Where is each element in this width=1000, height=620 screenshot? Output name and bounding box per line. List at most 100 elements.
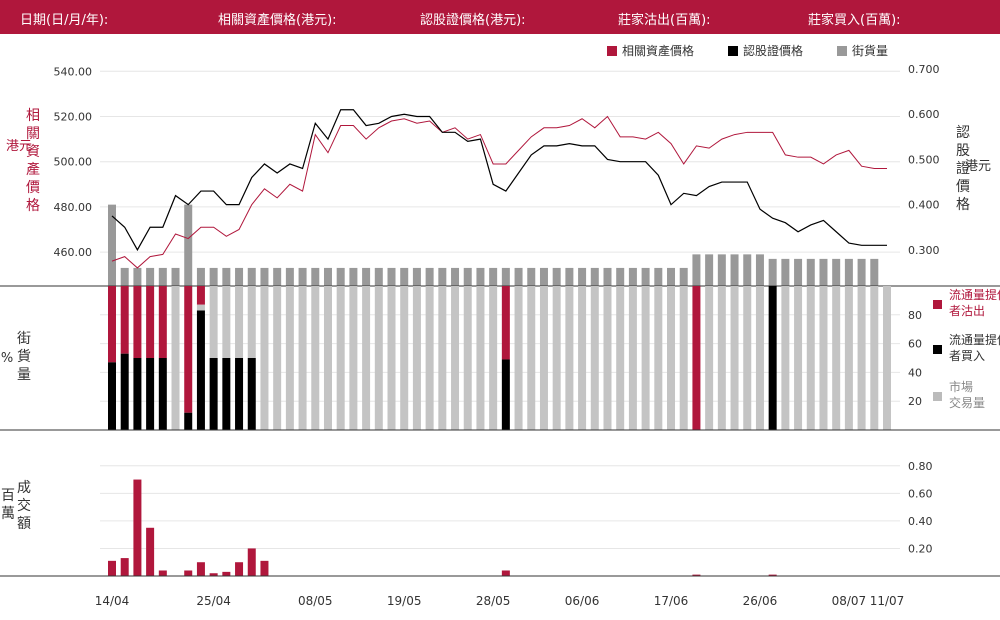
legend-swatch [728, 46, 738, 56]
turnover-bar [235, 562, 244, 576]
percent-legend-swatch [933, 392, 942, 401]
x-tick-label: 26/06 [743, 594, 778, 608]
market-volume-bar [565, 286, 574, 430]
mm-sell-bar [146, 286, 155, 358]
outstanding-bar [196, 267, 205, 286]
legend-outstanding[interactable]: 街貨量 [837, 42, 888, 59]
market-volume-bar [844, 286, 853, 430]
outstanding-bar [235, 267, 244, 286]
outstanding-bar [679, 267, 688, 286]
legend-underlying[interactable]: 相關資產價格 [607, 42, 694, 59]
percent-axis-title: 貨 [17, 348, 31, 365]
turnover-bar [209, 573, 218, 576]
outstanding-bar [641, 267, 650, 286]
mm-sell-bar [184, 286, 193, 413]
market-volume-bar [628, 286, 637, 430]
mm-sell-bar [108, 286, 116, 363]
outstanding-bar [565, 267, 574, 286]
outstanding-bar [844, 258, 853, 286]
outstanding-bar [743, 254, 752, 286]
market-volume-bar [883, 286, 891, 430]
mm-sell-bar [196, 286, 205, 305]
market-volume-bar [285, 286, 294, 430]
mm-buy-bar [108, 362, 116, 430]
mm-sell-bar [501, 286, 510, 360]
right-tick-label: 0.600 [908, 108, 940, 121]
market-volume-bar [654, 286, 663, 430]
turnover-bar [184, 570, 193, 576]
outstanding-bar [412, 267, 421, 286]
x-tick-label: 06/06 [565, 594, 600, 608]
turnover-tick-label: 0.80 [908, 460, 933, 473]
outstanding-bar [362, 267, 371, 286]
market-volume-bar [374, 286, 383, 430]
outstanding-bar [654, 267, 663, 286]
x-tick-label: 08/05 [298, 594, 333, 608]
outstanding-bar [527, 267, 536, 286]
left-axis-title: 相 [26, 108, 40, 124]
percent-legend-label: 流通量提供 [949, 287, 1000, 302]
turnover-bar [768, 574, 777, 576]
percent-legend-label: 流通量提供 [949, 332, 1000, 347]
x-tick-label: 28/05 [476, 594, 511, 608]
left-tick-label: 520.00 [54, 111, 93, 124]
mm-sell-label: 莊家沽出(百萬): [618, 13, 711, 28]
outstanding-bar [336, 267, 345, 286]
outstanding-bar [539, 267, 548, 286]
market-volume-bar [578, 286, 587, 430]
turnover-tick-label: 0.60 [908, 487, 933, 500]
x-tick-label: 17/06 [654, 594, 689, 608]
market-volume-bar [641, 286, 650, 430]
outstanding-bar [590, 267, 599, 286]
outstanding-bar [146, 267, 155, 286]
outstanding-bar [222, 267, 231, 286]
left-axis-unit: 港元 [6, 139, 32, 154]
percent-legend-label: 交易量 [949, 395, 985, 410]
header-bar: 日期(日/月/年): 相關資產價格(港元): 認股證價格(港元): 莊家沽出(百… [0, 0, 1000, 34]
outstanding-bar [438, 267, 447, 286]
outstanding-bar [514, 267, 523, 286]
market-volume-bar [222, 286, 231, 358]
turnover-axis-title: 成 [17, 480, 31, 496]
outstanding-bar [755, 254, 764, 286]
outstanding-bar [692, 254, 701, 286]
right-axis-title: 格 [956, 197, 970, 213]
outstanding-bar [730, 254, 739, 286]
market-volume-bar [743, 286, 752, 430]
outstanding-bar [819, 258, 828, 286]
outstanding-bar [349, 267, 358, 286]
outstanding-bar [451, 267, 460, 286]
outstanding-bar [323, 267, 332, 286]
legend-swatch [607, 46, 617, 56]
outstanding-bar [552, 267, 561, 286]
market-volume-bar [412, 286, 421, 430]
outstanding-bar [603, 267, 612, 286]
market-volume-bar [730, 286, 739, 430]
market-volume-bar [362, 286, 371, 430]
outstanding-bar [463, 267, 472, 286]
mm-buy-bar [235, 358, 244, 430]
outstanding-bar [781, 258, 790, 286]
mm-sell-bar [133, 286, 142, 358]
underlying-price-label: 相關資產價格(港元): [218, 13, 337, 28]
market-volume-bar [336, 286, 345, 430]
mm-buy-bar [209, 358, 218, 430]
outstanding-bar [628, 267, 637, 286]
market-volume-bar [679, 286, 688, 430]
percent-axis-unit: % [1, 351, 13, 366]
market-volume-bar [235, 286, 244, 358]
market-volume-bar [387, 286, 396, 430]
market-volume-bar [171, 286, 180, 430]
right-tick-label: 0.700 [908, 63, 940, 76]
x-tick-label: 11/07 [870, 594, 905, 608]
percent-legend-swatch [933, 300, 942, 309]
outstanding-bar [768, 258, 777, 286]
turnover-bar [692, 574, 701, 576]
outstanding-bar [476, 267, 485, 286]
right-axis-title: 認 [956, 125, 970, 141]
legend-warrant[interactable]: 認股證價格 [728, 42, 803, 59]
turnover-axis-unit: 萬 [1, 506, 15, 522]
market-volume-bar [273, 286, 282, 430]
mm-sell-bar [120, 286, 129, 354]
outstanding-bar [806, 258, 815, 286]
